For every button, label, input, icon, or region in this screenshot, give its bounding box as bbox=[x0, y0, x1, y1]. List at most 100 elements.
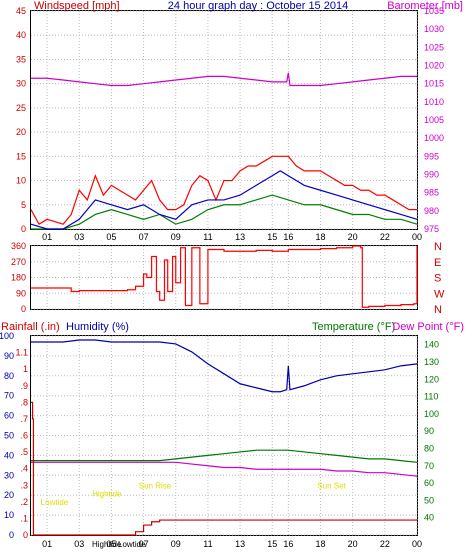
x-tick-label: 03 bbox=[74, 232, 84, 242]
rainfall-tick-label: .1 bbox=[20, 513, 28, 523]
x-tick-label: 15 bbox=[267, 539, 277, 549]
direction-tick-label: 180 bbox=[11, 273, 26, 283]
humidity-tick-label: 70 bbox=[4, 391, 14, 401]
wind-tick-label: 15 bbox=[16, 151, 26, 161]
direction-tick-label: 360 bbox=[11, 241, 26, 251]
x-tick-label: 05 bbox=[106, 232, 116, 242]
wind-speed-series bbox=[30, 170, 418, 230]
rainfall-tick-label: 1.1 bbox=[15, 348, 28, 358]
x-tick-label: 11 bbox=[203, 539, 212, 549]
humidity-tick-label: 60 bbox=[4, 411, 14, 421]
x-tick-label: 03 bbox=[74, 539, 84, 549]
rainfall-series bbox=[31, 401, 417, 536]
event-annotation: Sun Set bbox=[317, 481, 346, 490]
wind-tick-label: 10 bbox=[16, 176, 26, 186]
temperature-tick-label: 130 bbox=[424, 357, 439, 367]
dewpoint-series bbox=[31, 461, 418, 477]
rainfall-tick-label: .7 bbox=[20, 414, 28, 424]
wind-tick-label: 30 bbox=[16, 79, 26, 89]
temperature-tick-label: 90 bbox=[424, 426, 434, 436]
barometer-tick-label: 1010 bbox=[424, 97, 444, 107]
x-tick-label: 00 bbox=[412, 539, 422, 549]
humidity-tick-label: 0 bbox=[9, 530, 14, 540]
event-annotation: Hightide bbox=[92, 490, 122, 499]
wind-direction-series bbox=[31, 245, 418, 308]
x-tick-label: 01 bbox=[42, 232, 52, 242]
direction-tick-label: 270 bbox=[11, 257, 26, 267]
rainfall-tick-label: .5 bbox=[20, 447, 28, 457]
x-tick-label: 09 bbox=[171, 232, 181, 242]
wind-axis-title: Windspeed [mph] bbox=[34, 0, 120, 12]
x-tick-label: 16 bbox=[283, 539, 293, 549]
rainfall-tick-label: 1 bbox=[23, 364, 28, 374]
x-tick-label: 11 bbox=[203, 232, 212, 242]
direction-tick-label: 0 bbox=[21, 304, 26, 314]
x-tick-label: 13 bbox=[235, 539, 245, 549]
rainfall-tick-label: .2 bbox=[20, 497, 28, 507]
compass-label: N bbox=[434, 241, 442, 253]
x-tick-label: 07 bbox=[139, 539, 149, 549]
compass-label: S bbox=[434, 273, 441, 285]
rainfall-tick-label: .3 bbox=[20, 480, 28, 490]
humidity-tick-label: 50 bbox=[4, 431, 14, 441]
temperature-axis-title: Temperature (°F) bbox=[312, 321, 395, 333]
humidity-tick-label: 20 bbox=[4, 490, 14, 500]
x-tick-label: 20 bbox=[348, 232, 358, 242]
rainfall-axis-title: Rainfall (.in) bbox=[1, 321, 60, 333]
rainfall-tick-label: 0 bbox=[23, 530, 28, 540]
barometer-axis-title: Barometer [mb] bbox=[387, 0, 463, 12]
x-tick-label: 00 bbox=[412, 232, 422, 242]
rainfall-tick-label: .4 bbox=[20, 464, 28, 474]
barometer-tick-label: 1025 bbox=[424, 42, 444, 52]
wind-tick-label: 35 bbox=[16, 54, 26, 64]
temperature-tick-label: 140 bbox=[424, 340, 439, 350]
temperature-tick-label: 40 bbox=[424, 513, 434, 523]
barometer-tick-label: 990 bbox=[424, 170, 439, 180]
temperature-series bbox=[31, 449, 418, 463]
humidity-series bbox=[31, 339, 418, 393]
compass-label: N bbox=[434, 304, 442, 316]
wind-tick-label: 25 bbox=[16, 103, 26, 113]
rainfall-tick-label: .9 bbox=[20, 381, 28, 391]
x-tick-label: 16 bbox=[283, 232, 293, 242]
temperature-tick-label: 50 bbox=[424, 495, 434, 505]
barometer-tick-label: 1005 bbox=[424, 115, 444, 125]
direction-tick-label: 90 bbox=[16, 288, 26, 298]
x-tick-label: 05 bbox=[106, 539, 116, 549]
x-tick-label: 18 bbox=[315, 539, 325, 549]
x-tick-label: 22 bbox=[380, 539, 390, 549]
barometer-tick-label: 1020 bbox=[424, 61, 444, 71]
humidity-tick-label: 100 bbox=[0, 331, 14, 341]
x-tick-label: 22 bbox=[380, 232, 390, 242]
temperature-tick-label: 70 bbox=[424, 461, 434, 471]
event-annotation: Sun Rise bbox=[139, 481, 172, 490]
barometer-tick-label: 975 bbox=[424, 224, 439, 234]
barometer-tick-label: 1035 bbox=[424, 6, 444, 16]
gust-speed-series bbox=[30, 155, 417, 225]
barometer-tick-label: 1015 bbox=[424, 79, 444, 89]
x-tick-label: 15 bbox=[267, 232, 277, 242]
x-tick-label: 20 bbox=[348, 539, 358, 549]
temperature-tick-label: 120 bbox=[424, 374, 439, 384]
x-tick-label: 18 bbox=[315, 232, 325, 242]
x-tick-label: 01 bbox=[42, 539, 52, 549]
wind-tick-label: 5 bbox=[21, 200, 26, 210]
temperature-tick-label: 110 bbox=[424, 392, 438, 402]
humidity-tick-label: 30 bbox=[4, 470, 14, 480]
barometer-tick-label: 980 bbox=[424, 206, 439, 216]
compass-label: W bbox=[434, 288, 445, 300]
bottom-event-label: Lowtide bbox=[118, 540, 146, 549]
temperature-tick-label: 60 bbox=[424, 478, 434, 488]
rainfall-tick-label: .6 bbox=[20, 431, 28, 441]
rainfall-tick-label: .8 bbox=[20, 397, 28, 407]
bottom-event-label: Hightide bbox=[92, 540, 122, 549]
humidity-axis-title: Humidity (%) bbox=[66, 321, 129, 333]
humidity-tick-label: 40 bbox=[4, 450, 14, 460]
barometer-tick-label: 1000 bbox=[424, 133, 444, 143]
barometer-tick-label: 985 bbox=[424, 188, 439, 198]
dewpoint-axis-title: Dew Point (°F) bbox=[392, 321, 464, 333]
temperature-tick-label: 80 bbox=[424, 443, 434, 453]
wind-tick-label: 40 bbox=[16, 30, 26, 40]
